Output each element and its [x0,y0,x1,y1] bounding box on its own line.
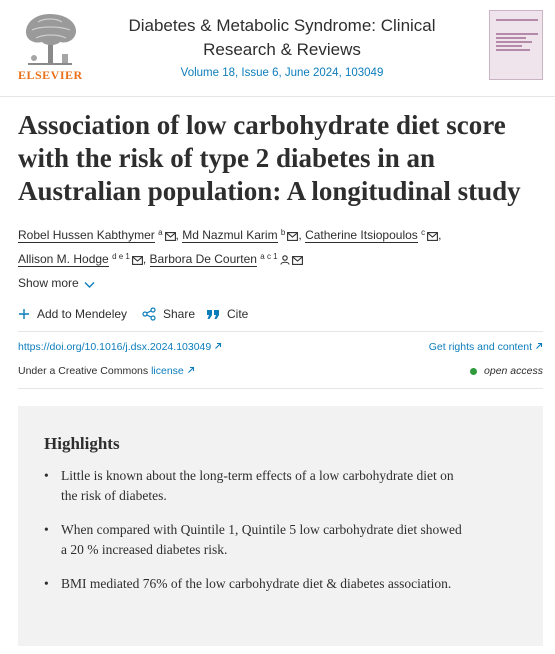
actions-divider [18,331,543,332]
doi-label: https://doi.org/10.1016/j.dsx.2024.10304… [18,341,212,353]
author-separator: , [142,252,147,266]
mail-icon [131,251,143,271]
journal-title[interactable]: Diabetes & Metabolic Syndrome: Clinical … [128,16,436,59]
share-button[interactable]: Share [142,307,195,321]
license-link-label: license [151,365,184,377]
mail-icon [164,227,176,247]
author-affiliation-marker: b [280,228,286,237]
author-name: Robel Hussen Kabthymer [18,228,155,243]
author-affiliation-marker: a c 1 [260,252,278,261]
author-separator: , [438,228,442,242]
doi-link[interactable]: https://doi.org/10.1016/j.dsx.2024.10304… [18,341,222,353]
license-prefix: Under a Creative Commons [18,365,149,377]
highlight-item: Little is known about the long-term effe… [44,466,464,506]
external-link-icon [536,342,543,349]
add-to-mendeley-button[interactable]: Add to Mendeley [18,307,127,321]
author-name: Allison M. Hodge [18,252,109,267]
publisher-name: ELSEVIER [18,68,83,82]
add-to-mendeley-label: Add to Mendeley [37,307,128,321]
highlights-list: Little is known about the long-term effe… [44,466,464,608]
license-divider [18,388,543,389]
author-link[interactable]: Catherine Itsiopoulos c [305,228,439,243]
cite-button[interactable]: Cite [206,307,248,321]
share-icon [142,307,156,321]
author-link[interactable]: Md Nazmul Karim b [182,228,299,243]
person-icon [280,251,290,271]
highlight-item: When compared with Quintile 1, Quintile … [44,520,464,560]
author-link[interactable]: Allison M. Hodge d e 1 [18,252,143,267]
external-link-icon [215,342,222,349]
author-name: Md Nazmul Karim [182,228,278,243]
show-more-button[interactable]: Show more [18,276,95,290]
license-link[interactable]: license [151,365,195,377]
author-name: Barbora De Courten [149,252,257,267]
mail-icon [427,227,439,247]
get-rights-link[interactable]: Get rights and content [429,341,543,353]
highlight-item: BMI mediated 76% of the low carbohydrate… [44,574,464,594]
author-link[interactable]: Robel Hussen Kabthymer a [18,228,176,243]
highlights-title: Highlights [44,434,120,453]
article-title: Association of low carbohydrate diet sco… [18,110,521,206]
share-label: Share [163,307,196,321]
rights-label: Get rights and content [428,341,533,353]
author-affiliation-marker: c [421,228,426,237]
journal-issue-link[interactable]: Volume 18, Issue 6, June 2024, 103049 [180,67,384,79]
header-divider [0,96,555,97]
author-separator: , [298,228,302,242]
journal-info: Diabetes & Metabolic Syndrome: Clinical … [108,14,456,82]
cite-label: Cite [227,307,249,321]
author-affiliation-marker: a [158,228,163,237]
author-separator: , [175,228,179,242]
elsevier-tree-icon [26,14,76,65]
open-access-label: open access [484,365,543,377]
quote-icon [207,309,219,319]
author-affiliation-marker: d e 1 [112,252,130,261]
mail-icon [287,227,299,247]
open-access-badge: open access [470,365,543,377]
journal-header: ELSEVIER Diabetes & Metabolic Syndrome: … [0,0,555,96]
plus-icon [19,309,29,319]
author-list: Robel Hussen Kabthymer a, Md Nazmul Kari… [18,223,543,271]
elsevier-logo[interactable]: ELSEVIER [18,8,82,84]
license-statement: Under a Creative Commons license [18,365,195,377]
chevron-down-icon [84,282,95,288]
journal-cover-thumbnail[interactable] [489,10,543,80]
external-link-icon [187,366,194,373]
author-link[interactable]: Barbora De Courten a c 1 [149,252,303,267]
open-access-dot-icon [470,367,478,375]
mail-icon [291,251,303,271]
show-more-label: Show more [18,276,79,290]
highlights-panel: Highlights Little is known about the lon… [18,406,543,646]
author-name: Catherine Itsiopoulos [305,228,418,243]
